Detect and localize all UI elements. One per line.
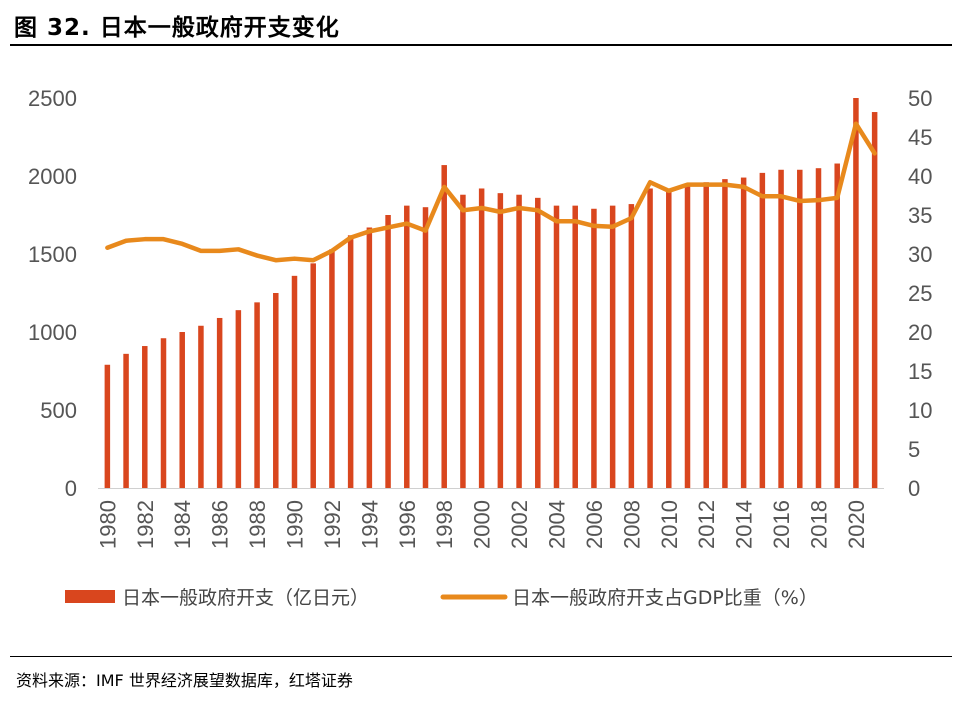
x-tick-label: 1982 (133, 500, 158, 549)
bar-1994 (366, 227, 373, 489)
bar-1989 (273, 293, 279, 488)
bar-2015 (759, 172, 766, 488)
figure-title: 图 32. 日本一般政府开支变化 (14, 15, 340, 41)
bar-2009 (647, 188, 653, 489)
y-right-tick-label: 20 (908, 320, 932, 345)
y-left-tick-label: 1500 (28, 242, 77, 267)
legend-label-bar: 日本一般政府开支（亿日元） (122, 587, 369, 609)
y-right-tick-label: 25 (908, 281, 932, 306)
bar-1992 (329, 249, 335, 488)
bar-2021 (871, 112, 878, 488)
y-left-tick-label: 0 (65, 476, 77, 501)
bar-2001 (497, 193, 504, 488)
bar-1985 (198, 325, 204, 488)
y-right-tick-label: 10 (908, 398, 932, 423)
x-tick-label: 2002 (507, 500, 532, 549)
y-right-tick-label: 5 (908, 437, 920, 462)
bar-1986 (216, 317, 223, 488)
bar-1991 (310, 263, 316, 488)
x-tick-label: 2016 (769, 500, 794, 549)
y-right-tick-label: 35 (908, 203, 932, 228)
y-right-tick-label: 40 (908, 164, 932, 189)
bar-1982 (142, 346, 148, 488)
bar-2014 (740, 177, 747, 488)
bar-2005 (572, 205, 578, 488)
y-left-tick-label: 1000 (28, 320, 77, 345)
bar-1997 (422, 207, 429, 488)
y-right-tick-label: 15 (908, 359, 932, 384)
bar-2016 (778, 169, 784, 488)
y-right-tick-label: 50 (908, 86, 932, 111)
x-tick-label: 2010 (657, 500, 682, 549)
bar-2004 (553, 205, 560, 488)
chart: 0 500 1000 1500 2000 2500 0 5 10 15 20 25 30 35 40 45 50… (28, 86, 932, 609)
x-tick-label: 2014 (732, 500, 757, 549)
bar-1999 (460, 194, 466, 488)
bar-1988 (254, 302, 260, 488)
x-tick-label: 2012 (694, 500, 719, 549)
x-tick-label: 1998 (432, 500, 457, 549)
bar-2006 (591, 208, 597, 488)
x-tick-label: 1992 (320, 500, 345, 549)
bar-2019 (834, 163, 840, 488)
bar-2008 (628, 204, 635, 488)
bar-2003 (535, 197, 541, 488)
x-tick-label: 2020 (844, 500, 869, 549)
source-note: 资料来源：IMF 世界经济展望数据库，红塔证券 (16, 671, 353, 690)
bar-1983 (160, 338, 167, 488)
x-tick-label: 1980 (95, 500, 120, 549)
bar-2010 (666, 188, 672, 489)
y-left-tick-label: 2000 (28, 164, 77, 189)
bar-1996 (404, 205, 410, 488)
x-tick-label: 1996 (395, 500, 420, 549)
bar-1987 (235, 310, 242, 488)
bar-2007 (609, 205, 616, 488)
bar-1995 (385, 215, 391, 488)
y-right-tick-label: 0 (908, 476, 920, 501)
bar-1980 (104, 364, 111, 488)
bar-2017 (797, 169, 803, 488)
bar-1993 (347, 235, 354, 488)
bar-2011 (684, 185, 691, 489)
y-right-tick-label: 30 (908, 242, 932, 267)
x-tick-label: 1984 (170, 500, 195, 549)
x-tick-label: 1988 (245, 500, 270, 549)
x-tick-label: 1986 (208, 500, 233, 549)
gdp-share-line (105, 121, 877, 263)
bar-2002 (516, 194, 522, 488)
x-tick-label: 2018 (807, 500, 832, 549)
y-left-tick-label: 2500 (28, 86, 77, 111)
bar-2012 (703, 182, 709, 489)
y-left-tick-label: 500 (40, 398, 77, 423)
x-tick-label: 2000 (470, 500, 495, 549)
title-rule (10, 44, 952, 46)
y-right-tick-label: 45 (908, 125, 932, 150)
bar-2020 (853, 98, 859, 488)
source-rule (10, 656, 952, 657)
x-tick-label: 2006 (582, 500, 607, 549)
bar-2000 (478, 188, 485, 489)
bar-1990 (291, 275, 298, 488)
bar-2018 (815, 168, 822, 488)
bar-1981 (123, 353, 129, 488)
legend-label-line: 日本一般政府开支占GDP比重（%） (512, 587, 818, 609)
bar-2013 (722, 179, 728, 488)
x-tick-label: 2008 (619, 500, 644, 549)
x-tick-label: 1994 (357, 500, 382, 549)
x-tick-label: 1990 (283, 500, 308, 549)
bar-1984 (179, 332, 185, 488)
legend-swatch-bar (65, 590, 115, 603)
x-tick-label: 2004 (545, 500, 570, 549)
bar-1998 (441, 165, 447, 488)
